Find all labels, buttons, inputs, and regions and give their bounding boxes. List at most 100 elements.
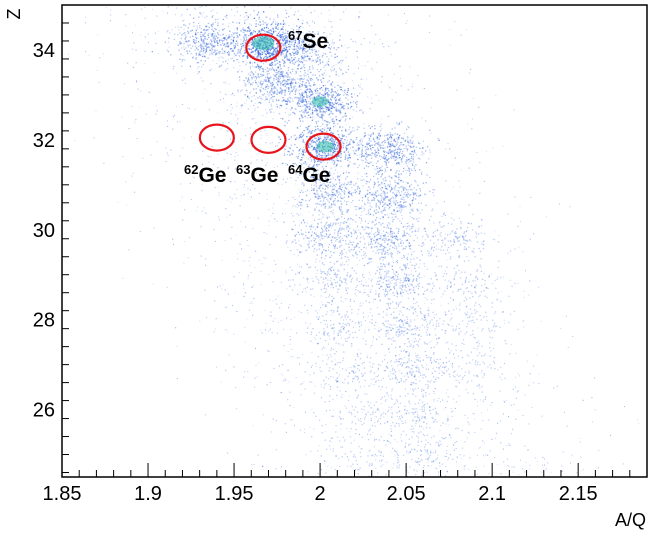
density-point [299, 75, 301, 77]
density-point [328, 47, 330, 49]
density-point [331, 26, 333, 28]
density-point [278, 99, 280, 101]
density-point [201, 45, 203, 47]
density-point [301, 101, 304, 104]
density-point [303, 78, 306, 80]
density-point [298, 40, 300, 42]
density-point [270, 82, 272, 85]
density-point [393, 145, 395, 148]
density-point [286, 122, 288, 124]
density-point [292, 89, 294, 91]
density-point [399, 134, 401, 137]
density-point [375, 239, 378, 241]
density-point [419, 307, 422, 310]
density-point [398, 230, 400, 233]
density-point [356, 237, 358, 239]
density-point [333, 330, 335, 332]
density-point [361, 205, 363, 208]
density-point [212, 53, 214, 55]
density-point [285, 40, 287, 42]
density-point [408, 274, 410, 276]
density-point [399, 148, 401, 150]
density-point [321, 195, 323, 197]
density-point [397, 305, 399, 307]
density-point [232, 92, 234, 95]
density-point [399, 251, 401, 254]
density-point [288, 88, 290, 90]
density-point [387, 286, 389, 288]
density-point [328, 109, 330, 112]
density-point [368, 257, 370, 259]
density-point [392, 191, 394, 194]
density-point [321, 114, 323, 116]
density-point [280, 45, 283, 47]
density-point [323, 182, 325, 185]
density-point [335, 98, 337, 100]
density-point [412, 141, 414, 143]
density-point [325, 108, 328, 110]
density-point [380, 235, 382, 237]
density-point [344, 151, 346, 153]
density-point [255, 77, 257, 80]
density-point [368, 258, 370, 260]
density-point [400, 159, 402, 161]
density-point [378, 138, 380, 140]
density-point [301, 57, 303, 59]
density-point [378, 205, 380, 207]
density-point [260, 91, 262, 93]
density-point [283, 62, 285, 65]
density-point [226, 68, 228, 70]
density-point [328, 224, 330, 226]
density-point [329, 139, 331, 141]
density-point [246, 55, 248, 58]
density-point [369, 138, 371, 140]
density-point [424, 228, 426, 230]
density-point [302, 48, 304, 51]
density-point [340, 210, 342, 212]
density-point [491, 302, 493, 304]
density-point [356, 128, 358, 131]
density-point [322, 139, 324, 142]
density-point [354, 153, 356, 155]
density-point [338, 136, 340, 138]
density-point [273, 50, 275, 52]
density-point [390, 329, 392, 331]
density-point [221, 52, 223, 54]
density-point [413, 151, 415, 153]
density-point [406, 128, 408, 131]
density-point [325, 277, 327, 279]
density-point [391, 324, 393, 327]
density-point [328, 94, 331, 96]
density-point [300, 101, 303, 103]
density-point [349, 161, 351, 163]
density-point [380, 146, 382, 148]
density-point [385, 239, 387, 241]
density-point [340, 296, 342, 298]
density-point [400, 293, 402, 295]
density-point [377, 149, 379, 151]
density-point [326, 154, 328, 156]
density-point [356, 50, 358, 52]
density-point [327, 334, 329, 336]
density-point [393, 242, 395, 244]
density-point [282, 84, 284, 86]
density-point [346, 148, 348, 150]
density-point [383, 209, 385, 211]
density-point [407, 169, 409, 171]
density-point [368, 186, 370, 188]
density-point [380, 244, 382, 246]
density-point [209, 43, 211, 45]
density-point [230, 38, 232, 41]
density-point [407, 125, 409, 128]
density-point [357, 158, 359, 161]
density-point [405, 266, 407, 268]
density-point [324, 36, 327, 39]
density-point [326, 181, 328, 183]
density-point [316, 197, 318, 199]
density-point [336, 238, 338, 241]
density-point [388, 199, 390, 201]
density-point [399, 346, 401, 348]
density-point [299, 37, 301, 40]
density-point [314, 196, 317, 198]
density-point [431, 287, 434, 290]
